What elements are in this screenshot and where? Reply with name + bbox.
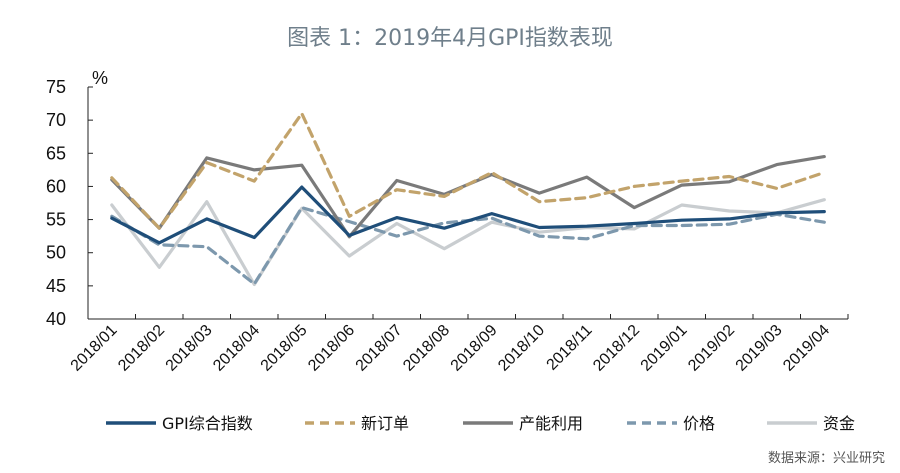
y-tick-label: 45 bbox=[46, 276, 66, 296]
legend-label: 资金 bbox=[823, 414, 855, 433]
chart-title: 图表 1：2019年4月GPI指数表现 bbox=[287, 26, 613, 51]
series-line bbox=[110, 185, 826, 245]
series-line bbox=[110, 198, 826, 287]
x-tick-label: 2018/07 bbox=[353, 322, 406, 375]
x-tick-label: 2019/04 bbox=[780, 322, 833, 375]
x-tick-label: 2018/01 bbox=[68, 322, 121, 375]
x-tick-label: 2018/04 bbox=[210, 322, 263, 375]
x-tick-label: 2018/06 bbox=[305, 322, 358, 375]
y-tick-label: 50 bbox=[46, 243, 66, 263]
y-tick-label: 70 bbox=[46, 110, 66, 130]
x-tick-label: 2018/09 bbox=[448, 322, 501, 375]
x-tick-label: 2018/02 bbox=[115, 322, 168, 375]
legend-label: GPI综合指数 bbox=[162, 414, 253, 433]
x-tick-label: 2018/05 bbox=[258, 322, 311, 375]
y-unit-label: % bbox=[92, 68, 108, 88]
series-line bbox=[110, 111, 826, 230]
x-tick-label: 2018/12 bbox=[590, 322, 643, 375]
x-tick-label: 2018/03 bbox=[163, 322, 216, 375]
source-note: 数据来源：兴业研究 bbox=[768, 451, 885, 466]
y-tick-label: 75 bbox=[46, 77, 66, 97]
x-tick-label: 2018/11 bbox=[543, 322, 595, 374]
y-tick-label: 65 bbox=[46, 143, 66, 163]
y-tick-label: 60 bbox=[46, 176, 66, 196]
legend-label: 价格 bbox=[683, 414, 715, 433]
x-tick-label: 2018/08 bbox=[400, 322, 453, 375]
x-tick-label: 2019/01 bbox=[638, 322, 691, 375]
legend-label: 产能利用 bbox=[519, 414, 583, 433]
y-tick-label: 55 bbox=[46, 210, 66, 230]
x-tick-label: 2018/10 bbox=[495, 322, 548, 375]
x-tick-label: 2019/03 bbox=[733, 322, 786, 375]
legend: GPI综合指数 新订单 产能利用 价格 资金 bbox=[106, 414, 855, 433]
legend-label: 新订单 bbox=[361, 414, 409, 433]
series-lines bbox=[110, 111, 826, 287]
y-tick-label: 40 bbox=[46, 309, 66, 329]
x-tick-label: 2019/02 bbox=[685, 322, 738, 375]
